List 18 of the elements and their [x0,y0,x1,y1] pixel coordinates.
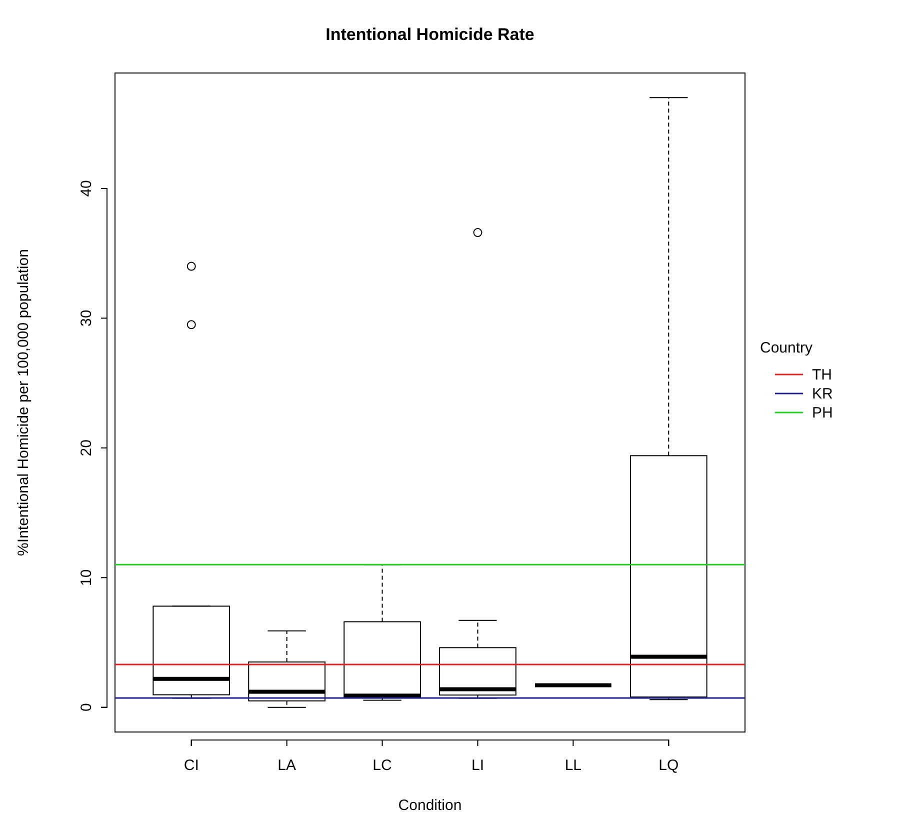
x-tick-label: LL [564,757,582,774]
y-tick-label: 30 [78,310,95,327]
x-tick-label: LC [372,757,392,774]
y-axis-title: %Intentional Homicide per 100,000 population [15,249,32,556]
x-tick-label: LQ [658,757,679,774]
chart-title: Intentional Homicide Rate [326,25,534,44]
y-tick-label: 40 [78,180,95,197]
y-tick-label: 20 [78,440,95,456]
legend-title: Country [760,340,814,356]
x-axis-title: Condition [398,797,462,814]
y-tick-label: 0 [78,703,95,712]
legend-label: TH [812,366,832,384]
x-tick-label: CI [184,757,199,774]
legend-label: KR [812,386,834,402]
x-tick-label: LI [471,757,484,774]
y-tick-label: 10 [78,569,95,586]
x-tick-label: LA [278,757,296,774]
legend-label: PH [812,404,833,422]
